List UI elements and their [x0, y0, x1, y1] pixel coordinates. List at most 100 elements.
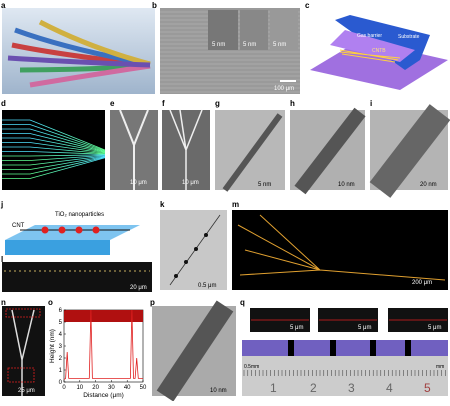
y-tick-label: 6 [59, 308, 63, 314]
ruler-text: mm [436, 364, 444, 370]
panel-label: k [160, 200, 165, 209]
ruler-ticks [243, 370, 446, 376]
scale-bar-label: 25 μm [18, 388, 35, 394]
profile-line [63, 309, 143, 380]
bundle [119, 109, 149, 190]
scale-bar-label: 0.5 μm [198, 283, 216, 289]
ruler-number: 1 [270, 381, 277, 395]
highlight-box [7, 367, 35, 383]
flow-line [2, 124, 106, 151]
flow-line [2, 157, 106, 179]
scale-bar-label: 20 nm [420, 182, 437, 188]
afm-strip [64, 310, 143, 322]
ruler-photo [242, 350, 448, 396]
panel-label: f [162, 99, 165, 108]
ruler-number: 4 [386, 381, 393, 395]
height-profile-chart: 0 1 2 3 4 5 6 0 10 20 30 40 50 Distance (μm) Height (n… [49, 308, 147, 399]
scale-bar-label: 10 nm [210, 388, 227, 394]
ruler-text: 0.5mm [244, 364, 259, 370]
diagram-label: TiO₂ nanoparticles [55, 212, 104, 218]
x-tick-label: 0 [62, 385, 66, 391]
x-tick-label: 40 [124, 385, 131, 391]
scale-bar-label: 5 μm [428, 325, 441, 331]
flow-line [2, 154, 106, 157]
ruler-number: 3 [348, 381, 355, 395]
bundle [237, 214, 446, 281]
scale-bar-label: 5 nm [258, 182, 271, 188]
panel-label: a [1, 1, 6, 10]
y-tick-label: 0 [59, 380, 63, 386]
device-label: CNTB [372, 48, 386, 54]
bundle [11, 309, 35, 396]
y-tick-label: 2 [59, 356, 63, 362]
substrate-side [5, 240, 110, 255]
sem-image [160, 210, 227, 290]
substrate-top [5, 225, 140, 240]
inset [240, 10, 268, 50]
panel-label: g [215, 99, 220, 108]
flow-line [2, 156, 106, 175]
cntb-lines [339, 49, 401, 63]
scale-bar-label: 5 nm [273, 42, 286, 48]
x-tick-label: 10 [76, 385, 83, 391]
channel [330, 30, 415, 62]
inset [270, 10, 298, 50]
flow-line [2, 155, 106, 161]
panel-label: q [240, 298, 245, 307]
panel-label: n [1, 298, 6, 307]
scale-bar-label: 100 μm [274, 86, 294, 92]
scale-bar-label: 20 μm [130, 285, 147, 291]
flow-lines [2, 119, 106, 179]
scale-bar-label: 5 nm [212, 42, 225, 48]
panel-label: d [1, 99, 6, 108]
dark-field-image [232, 210, 448, 290]
flow-line [2, 119, 106, 151]
scale-bar-label: 200 μm [412, 280, 432, 286]
tube [294, 107, 366, 195]
flow-line [2, 155, 106, 166]
tube [222, 113, 283, 192]
flow-line [2, 156, 106, 170]
y-axis-label: Height (nm) [49, 329, 56, 363]
y-tick-label: 3 [59, 344, 63, 350]
flow-line [2, 128, 106, 152]
inset [208, 10, 238, 50]
panel-label: b [152, 1, 157, 10]
y-tick-label: 1 [59, 368, 63, 374]
flow-line [2, 142, 106, 154]
ruler-number: 2 [310, 381, 317, 395]
scale-bar-label: 5 μm [290, 325, 303, 331]
flow-line [2, 151, 106, 155]
scale-bar-label: 10 μm [130, 180, 147, 186]
ruler-number: 5 [424, 381, 431, 395]
panel-label: c [305, 1, 310, 10]
scale-bar-label: 5 nm [243, 42, 256, 48]
optical-image [2, 262, 152, 292]
scale-bar-label: 5 μm [358, 325, 371, 331]
panel-label: j [0, 200, 3, 209]
x-tick-label: 20 [92, 385, 99, 391]
panel-label: p [150, 298, 155, 307]
scale-bar-label: 10 nm [338, 182, 355, 188]
panel-label: o [48, 298, 53, 307]
device-label: Substrate [398, 34, 420, 40]
bundle [169, 109, 203, 190]
y-tick-label: 4 [59, 332, 63, 338]
highlight-box [5, 308, 41, 318]
device-label: Gas barrier [357, 33, 382, 39]
diagram-label: CNT [12, 223, 25, 229]
panel-label: h [290, 99, 295, 108]
panel-label: i [370, 99, 372, 108]
substrate-strip [242, 340, 448, 356]
flow-line [2, 137, 106, 153]
flow-line [2, 146, 106, 154]
panel-label: e [110, 99, 115, 108]
simulation-bg [2, 110, 105, 190]
nanoparticles [174, 233, 208, 278]
electrodes [288, 340, 411, 356]
nanoparticles [41, 226, 100, 234]
tube [369, 104, 450, 198]
x-axis-label: Distance (μm) [83, 392, 124, 399]
x-tick-label: 30 [108, 385, 115, 391]
